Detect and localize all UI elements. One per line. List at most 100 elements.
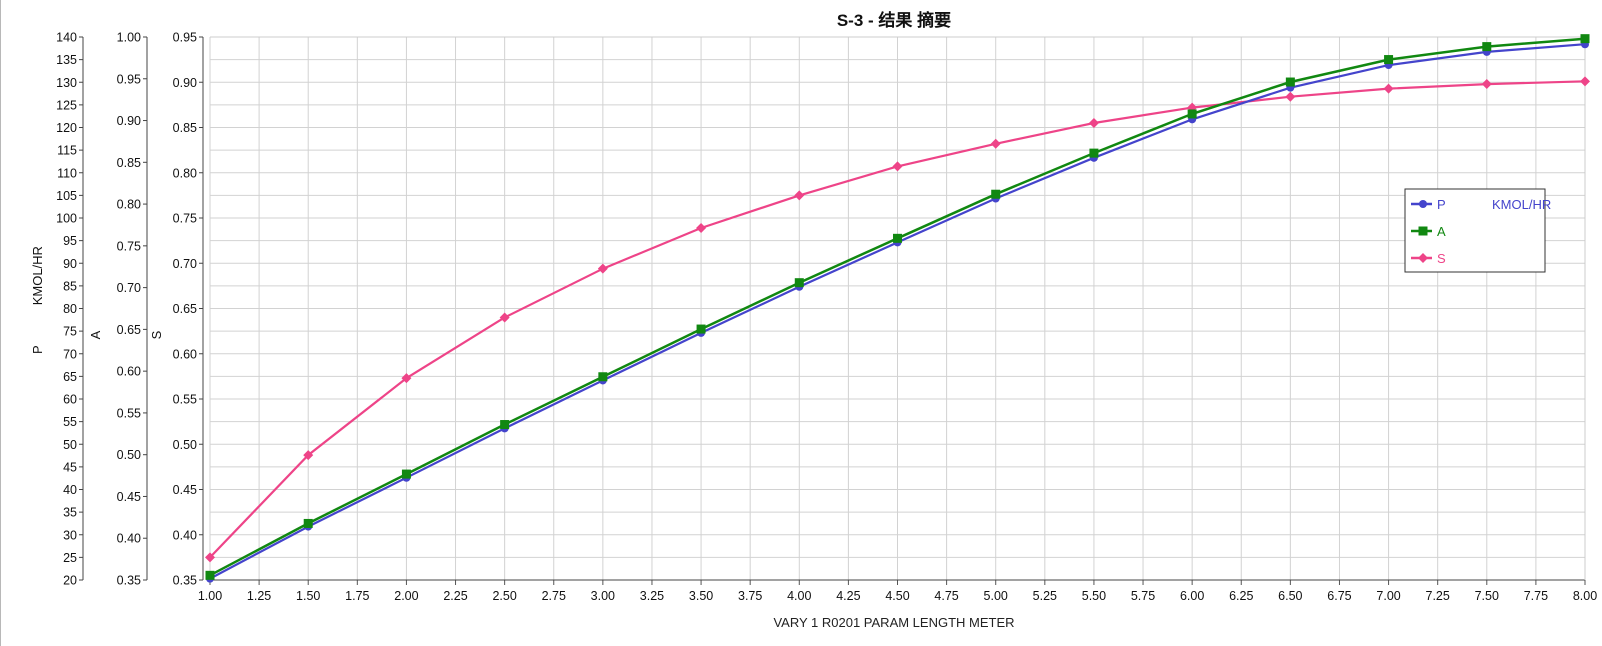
y-axis-label-s: S bbox=[149, 330, 164, 339]
data-point-s bbox=[794, 190, 805, 201]
y-tick-label-p: 100 bbox=[56, 212, 77, 226]
y-axis-label-p: P KMOL/HR bbox=[30, 246, 45, 354]
y-axis-label-name: S bbox=[149, 330, 164, 339]
y-tick-label-a: 0.55 bbox=[117, 406, 141, 420]
y-tick-label-a: 0.35 bbox=[117, 574, 141, 588]
data-point-a bbox=[1285, 77, 1295, 87]
y-tick-label-a: 0.40 bbox=[117, 532, 141, 546]
x-tick-label: 6.75 bbox=[1327, 589, 1351, 603]
y-tick-label-s: 0.75 bbox=[173, 212, 197, 226]
y-tick-label-s: 0.80 bbox=[173, 166, 197, 180]
x-tick-label: 7.25 bbox=[1426, 589, 1450, 603]
data-point-s bbox=[990, 138, 1001, 149]
x-tick-label: 4.75 bbox=[934, 589, 958, 603]
x-tick-label: 1.25 bbox=[247, 589, 271, 603]
x-tick-label: 7.50 bbox=[1475, 589, 1499, 603]
series-a bbox=[205, 34, 1590, 580]
data-point-s bbox=[1285, 91, 1296, 102]
x-tick-label: 3.00 bbox=[591, 589, 615, 603]
grid bbox=[209, 36, 1586, 581]
legend-unit: KMOL/HR bbox=[1492, 197, 1551, 212]
data-point-a bbox=[1089, 148, 1099, 158]
y-tick-label-s: 0.45 bbox=[173, 483, 197, 497]
y-tick-label-s: 0.35 bbox=[173, 574, 197, 588]
y-tick-label-p: 85 bbox=[63, 279, 77, 293]
legend-marker-s bbox=[1418, 253, 1428, 263]
y-tick-label-a: 0.95 bbox=[117, 72, 141, 86]
x-tick-label: 6.25 bbox=[1229, 589, 1253, 603]
y-tick-label-a: 0.75 bbox=[117, 239, 141, 253]
x-tick-label: 3.75 bbox=[738, 589, 762, 603]
data-point-a bbox=[893, 233, 902, 243]
y-tick-label-s: 0.55 bbox=[173, 393, 197, 407]
y-tick-label-p: 60 bbox=[63, 393, 77, 407]
y-tick-label-p: 50 bbox=[63, 438, 77, 452]
y-axis-label-name: P bbox=[30, 345, 45, 354]
y-tick-label-p: 115 bbox=[57, 144, 77, 158]
series-s bbox=[205, 76, 1590, 563]
x-tick-label: 6.50 bbox=[1278, 589, 1302, 603]
x-tick-label: 2.75 bbox=[542, 589, 566, 603]
legend-marker-a bbox=[1418, 226, 1428, 236]
legend-label-p: P bbox=[1437, 197, 1446, 212]
data-point-a bbox=[1187, 109, 1197, 119]
y-axis-label-unit: KMOL/HR bbox=[30, 246, 45, 305]
data-point-s bbox=[1088, 117, 1099, 128]
x-tick-label: 1.75 bbox=[345, 589, 369, 603]
legend[interactable]: PAS KMOL/HR bbox=[1404, 188, 1551, 273]
data-point-a bbox=[598, 372, 608, 382]
y-tick-label-p: 125 bbox=[56, 98, 77, 112]
y-tick-label-a: 0.60 bbox=[117, 365, 141, 379]
y-tick-label-p: 110 bbox=[57, 166, 77, 180]
y-tick-label-p: 30 bbox=[63, 528, 77, 542]
x-tick-label: 2.50 bbox=[492, 589, 516, 603]
y-tick-label-p: 90 bbox=[63, 257, 77, 271]
data-point-s bbox=[1481, 79, 1492, 90]
y-tick-label-s: 0.85 bbox=[173, 121, 197, 135]
data-point-s bbox=[892, 161, 903, 172]
x-tick-label: 1.50 bbox=[296, 589, 320, 603]
data-point-a bbox=[1580, 34, 1590, 44]
x-tick-label: 2.00 bbox=[394, 589, 418, 603]
y-tick-label-p: 55 bbox=[63, 415, 77, 429]
x-tick-label: 1.00 bbox=[198, 589, 222, 603]
y-tick-label-p: 135 bbox=[56, 53, 77, 67]
y-tick-label-s: 0.70 bbox=[173, 257, 197, 271]
data-point-s bbox=[401, 373, 412, 384]
x-tick-label: 5.50 bbox=[1082, 589, 1106, 603]
y-tick-label-p: 20 bbox=[63, 574, 77, 588]
series-layer bbox=[205, 34, 1590, 583]
data-point-a bbox=[1482, 42, 1492, 52]
y-tick-label-p: 75 bbox=[63, 325, 77, 339]
y-tick-label-a: 0.70 bbox=[117, 281, 141, 295]
y-tick-label-a: 0.45 bbox=[117, 490, 141, 504]
x-tick-label: 5.75 bbox=[1131, 589, 1155, 603]
data-point-s bbox=[303, 450, 314, 461]
x-tick-label: 8.00 bbox=[1573, 589, 1597, 603]
data-point-s bbox=[1383, 83, 1394, 94]
y-tick-label-a: 0.80 bbox=[117, 198, 141, 212]
axes: 1.00 1.25 1.50 1.75 2.00 2.25 2.50 2.75 3.00 3.25… bbox=[30, 31, 1597, 604]
data-point-a bbox=[303, 518, 313, 528]
y-tick-label-p: 45 bbox=[63, 460, 77, 474]
y-tick-label-p: 140 bbox=[56, 31, 77, 45]
data-point-s bbox=[205, 552, 215, 563]
data-point-a bbox=[991, 189, 1001, 199]
y-tick-label-p: 70 bbox=[63, 347, 77, 361]
y-tick-label-p: 35 bbox=[63, 506, 77, 520]
data-point-a bbox=[401, 469, 411, 479]
y-tick-label-s: 0.60 bbox=[173, 347, 197, 361]
y-tick-label-s: 0.65 bbox=[173, 302, 197, 316]
y-tick-label-p: 95 bbox=[63, 234, 77, 248]
legend-label-s: S bbox=[1437, 251, 1446, 266]
y-tick-label-p: 65 bbox=[63, 370, 77, 384]
x-tick-label: 4.00 bbox=[787, 589, 811, 603]
legend-label-a: A bbox=[1437, 224, 1446, 239]
x-tick-label: 6.00 bbox=[1180, 589, 1204, 603]
y-tick-label-p: 40 bbox=[63, 483, 77, 497]
y-tick-label-p: 25 bbox=[63, 551, 77, 565]
y-tick-label-s: 0.50 bbox=[173, 438, 197, 452]
legend-marker-p bbox=[1419, 200, 1427, 208]
x-tick-label: 4.50 bbox=[885, 589, 909, 603]
